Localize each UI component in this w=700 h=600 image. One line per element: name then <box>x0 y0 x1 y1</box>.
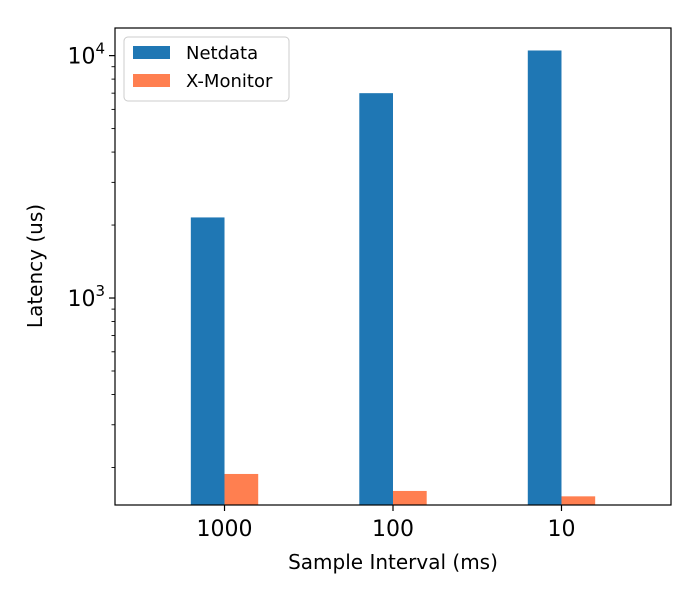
x-axis-ticks: 1000 100 10 <box>197 505 575 542</box>
y-axis-ticks: 103 104 <box>67 40 115 312</box>
bar-x-monitor-10 <box>561 496 596 505</box>
x-tick-label-100: 100 <box>372 517 414 542</box>
bar-netdata-100 <box>359 93 393 505</box>
x-axis-label: Sample Interval (ms) <box>288 550 498 574</box>
legend: Netdata X-Monitor <box>123 36 290 102</box>
legend-swatch-x-monitor <box>133 74 170 87</box>
bar-netdata-1000 <box>190 217 225 505</box>
plot-frame <box>114 27 672 506</box>
y-tick-label-10000: 104 <box>67 40 105 70</box>
x-tick-label-10: 10 <box>547 517 575 542</box>
x-tick-label-1000: 1000 <box>197 517 253 542</box>
bar-netdata-10 <box>527 50 562 506</box>
bars-layer <box>190 50 596 506</box>
y-axis-label: Latency (us) <box>23 204 47 328</box>
legend-label-netdata: Netdata <box>186 43 258 64</box>
bar-x-monitor-1000 <box>224 473 259 505</box>
bar-x-monitor-100 <box>393 490 427 505</box>
legend-swatch-netdata <box>133 46 170 59</box>
y-tick-label-1000: 103 <box>67 282 105 312</box>
legend-label-x-monitor: X-Monitor <box>186 71 273 92</box>
